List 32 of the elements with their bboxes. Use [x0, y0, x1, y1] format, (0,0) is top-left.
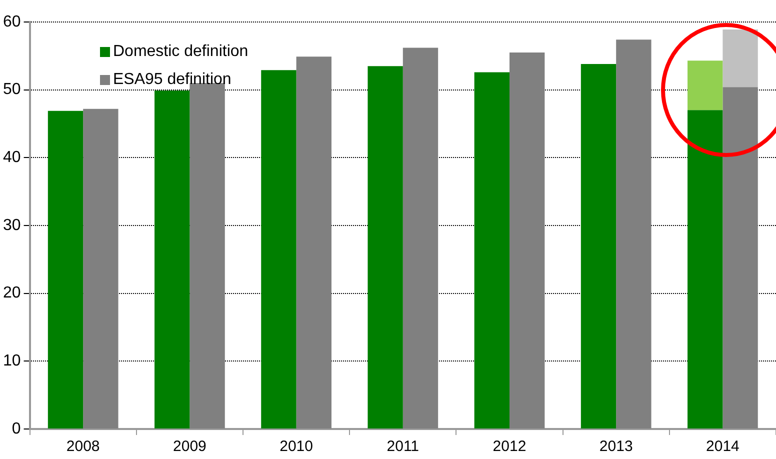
bar	[296, 56, 332, 428]
bar	[402, 48, 438, 428]
bar	[368, 66, 403, 428]
x-tick-label: 2013	[599, 438, 633, 456]
x-tick-label: 2012	[492, 438, 526, 456]
bar	[722, 87, 758, 428]
y-tick-label: 50	[3, 81, 21, 98]
bar	[688, 110, 723, 428]
y-tick-label: 20	[3, 284, 21, 302]
legend-label: ESA95 definition	[113, 70, 232, 90]
bar	[154, 90, 190, 428]
bar	[616, 40, 652, 428]
y-tick-label: 30	[3, 216, 21, 234]
x-tick-label: 2008	[66, 438, 100, 456]
bar	[261, 70, 296, 428]
y-tick-label: 0	[12, 420, 21, 438]
y-tick-label: 40	[3, 149, 21, 166]
x-tick-label: 2010	[280, 438, 313, 456]
y-tick-label: 10	[3, 352, 21, 370]
x-tick-label: 2014	[706, 438, 740, 456]
bar	[580, 64, 616, 428]
legend-label: Domestic definition	[113, 42, 248, 62]
bar	[722, 29, 758, 88]
bar	[474, 72, 510, 428]
y-tick-label: 60	[3, 13, 21, 30]
bar	[510, 52, 545, 428]
bar	[48, 110, 84, 428]
bar	[190, 83, 225, 428]
x-tick-label: 2011	[386, 438, 420, 456]
bar	[83, 108, 118, 428]
bar	[688, 60, 723, 110]
x-tick-label: 2009	[173, 438, 206, 456]
